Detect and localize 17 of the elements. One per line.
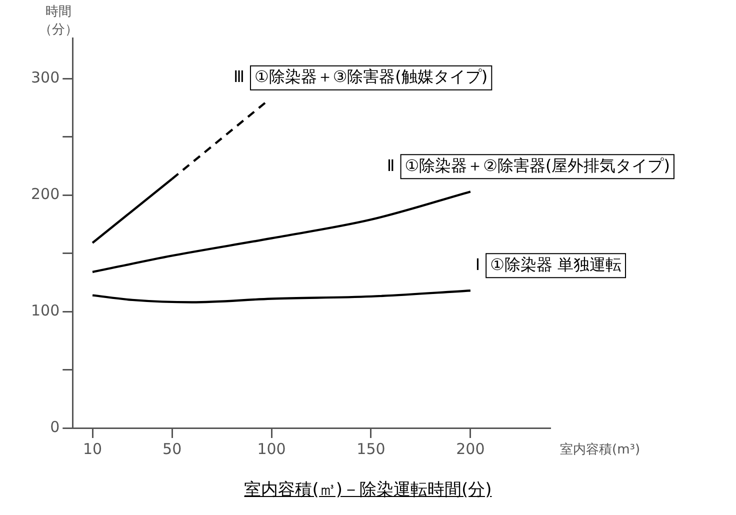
x-tick-label: 10 (82, 440, 102, 458)
x-tick-label: 200 (456, 440, 485, 458)
y-tick-label: 200 (30, 185, 60, 204)
text: Ⅱ ①除染器＋②除害器(屋外排気タイプ) (386, 156, 670, 175)
series-label: Ⅰ ①除染器 単独運転 (475, 254, 622, 274)
text: 室内容積(㎥)－除染運転時間(分) (243, 479, 493, 501)
line-series (91, 190, 472, 274)
y-tick-label: 100 (30, 301, 60, 320)
x-axis-title: 室内容積(m³) (560, 441, 640, 458)
x-tick-label: 50 (162, 440, 182, 458)
x-tick-label: 150 (356, 440, 386, 458)
line-series (91, 290, 472, 304)
text: Ⅲ ①除染器＋③除害器(触媒タイプ) (233, 67, 488, 86)
x-tick-label: 100 (257, 440, 286, 458)
y-tick-label: 300 (30, 68, 60, 87)
y-tick-label: 0 (50, 418, 60, 436)
y-axis-title: 時間（分） (39, 4, 78, 38)
